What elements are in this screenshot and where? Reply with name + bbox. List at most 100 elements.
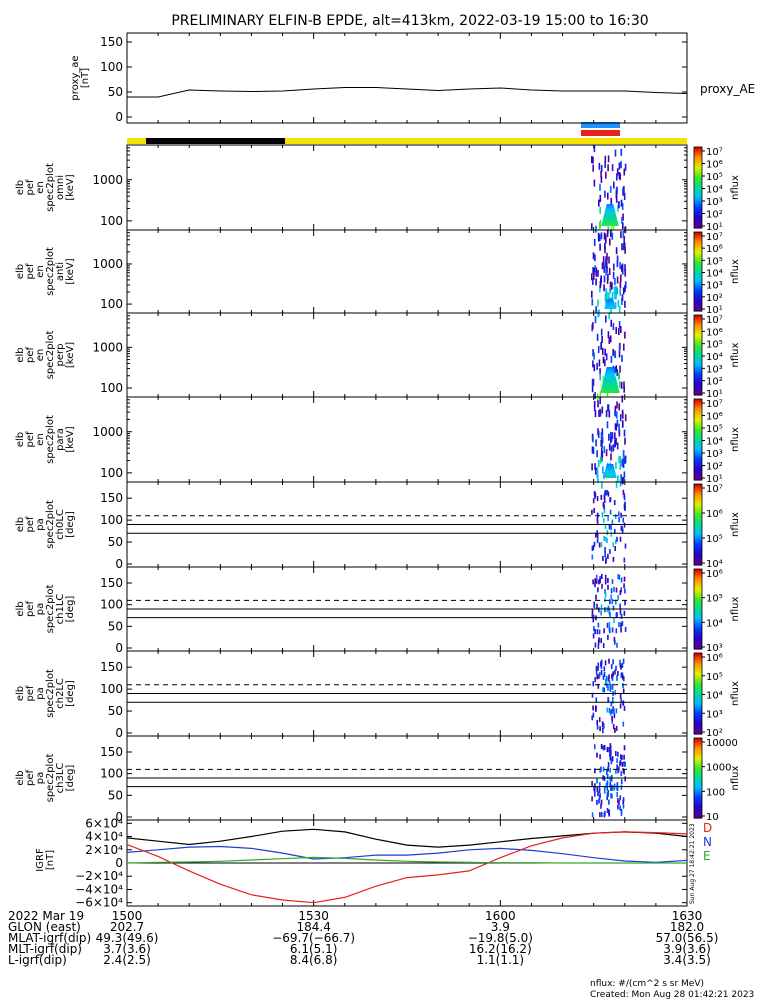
flux-cell <box>604 214 616 216</box>
colorbar-cell <box>694 709 702 712</box>
colorbar-cell <box>694 254 702 257</box>
flux-cell <box>620 148 623 156</box>
flux-cell <box>621 420 624 428</box>
colorbar-cell <box>694 806 702 808</box>
flux-cell <box>623 243 625 251</box>
colorbar-cell <box>694 694 702 697</box>
colorbar-cell <box>694 685 702 688</box>
flux-cell <box>605 371 615 373</box>
colorbar-cell <box>694 237 702 240</box>
colorbar-cell <box>694 717 702 720</box>
flux-cell <box>622 797 625 803</box>
flux-cell <box>619 479 622 487</box>
flux-cell <box>624 776 626 782</box>
igrf-series-e <box>126 831 688 904</box>
flux-cell <box>624 331 626 339</box>
flux-cell <box>593 145 596 153</box>
colorbar-cell <box>694 678 702 681</box>
colorbar-cell <box>694 754 702 756</box>
flux-cell <box>603 262 605 269</box>
flux-cell <box>593 626 595 632</box>
colorbar-cell <box>694 434 702 437</box>
flux-cell <box>591 613 594 619</box>
colorbar-cell <box>694 341 702 344</box>
y-axis-label-line: elb <box>15 432 26 447</box>
flux-cell <box>594 744 596 750</box>
colorbar-cell <box>694 415 702 418</box>
colorbar-cell <box>694 215 702 218</box>
colorbar-cell <box>694 619 702 622</box>
flux-cell <box>599 183 601 191</box>
colorbar-cell <box>694 319 702 321</box>
colorbar-cell <box>694 661 702 664</box>
flux-cell <box>611 579 614 585</box>
colorbar-cell <box>694 511 702 513</box>
flux-cell <box>601 428 604 436</box>
colorbar-cell <box>694 573 702 575</box>
flux-cell <box>609 743 612 749</box>
colorbar-cell <box>694 376 702 379</box>
colorbar-cell <box>694 690 702 693</box>
colorbar-cell <box>694 776 702 779</box>
flux-cell <box>606 747 609 753</box>
flux-cell <box>601 450 604 458</box>
colorbar-cell <box>694 707 702 709</box>
y-tick-label: 1000 <box>92 425 123 439</box>
flux-cell <box>601 574 603 579</box>
flux-cell <box>602 555 604 561</box>
flux-cell <box>595 574 598 580</box>
flux-cell <box>623 471 626 479</box>
flux-cell <box>622 187 624 195</box>
flux-cell <box>619 693 622 699</box>
flux-cell <box>602 745 605 751</box>
flux-cell <box>617 204 619 212</box>
colorbar-cell <box>694 521 702 524</box>
colorbar-cell <box>694 655 702 658</box>
colorbar-cell <box>694 405 702 408</box>
flux-cell <box>609 628 611 634</box>
colorbar-cell <box>694 693 702 696</box>
colorbar-cell <box>694 658 702 661</box>
colorbar-cell <box>694 280 702 283</box>
y-axis-label: elbpefenspec2plotomni[keV] <box>15 163 76 212</box>
flux-cell <box>621 294 624 302</box>
y-tick-label: 0 <box>115 557 123 571</box>
flux-cell <box>620 627 622 633</box>
flux-cell <box>624 163 627 171</box>
colorbar-cell <box>694 409 702 412</box>
flux-cell <box>600 542 603 548</box>
colorbar-cell <box>694 211 702 214</box>
colorbar-cell <box>694 645 702 647</box>
flux-cell <box>606 795 608 801</box>
flux-cell <box>605 208 615 210</box>
flux-cell <box>600 391 620 393</box>
igrf-series-total <box>126 856 687 864</box>
colorbar-cell <box>694 264 702 267</box>
flux-cell <box>593 541 596 547</box>
flux-cell <box>618 456 620 464</box>
colorbar-cell <box>694 788 702 791</box>
flux-cell <box>619 761 621 767</box>
colorbar-cell <box>694 459 702 462</box>
flux-cell <box>610 709 613 715</box>
colorbar-cell <box>694 239 702 242</box>
flux-cell <box>615 423 618 431</box>
colorbar-cell <box>694 176 702 179</box>
flux-cell <box>624 285 626 293</box>
colorbar-cell <box>694 554 702 557</box>
colorbar-cell <box>694 469 702 472</box>
colorbar-label: nflux <box>730 681 741 706</box>
colorbar-cell <box>694 546 702 549</box>
flux-cell <box>623 705 626 711</box>
colorbar-cell <box>694 293 702 296</box>
flux-cell <box>599 368 601 376</box>
colorbar-tick-label: 10² <box>706 462 723 473</box>
flux-cell <box>619 380 621 388</box>
flux-cell <box>592 712 595 718</box>
colorbar-label: nflux <box>730 175 741 200</box>
colorbar-cell <box>694 351 702 353</box>
colorbar-cell <box>694 778 702 780</box>
colorbar-cell <box>694 639 702 642</box>
